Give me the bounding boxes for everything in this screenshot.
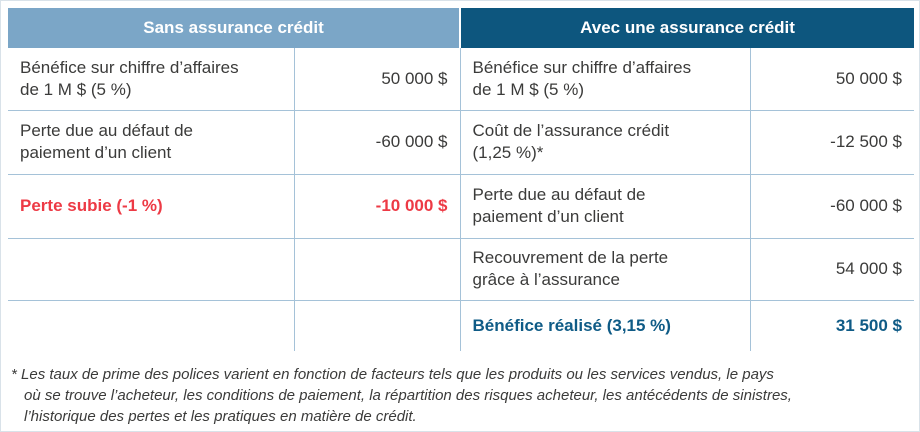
row-label: Perte due au défaut de paiement d’un cli…: [460, 173, 751, 238]
column-header-sans-assurance: Sans assurance crédit: [8, 8, 462, 48]
footnote: * Les taux de prime des polices varient …: [11, 364, 910, 427]
row-value: -12 500 $: [750, 109, 915, 174]
row-value-gain: 31 500 $: [750, 299, 915, 351]
row-label: Perte due au défaut de paiement d’un cli…: [8, 109, 295, 174]
row-label-loss: Perte subie (-1 %): [8, 173, 295, 238]
row-label: Coût de l’assurance crédit (1,25 %)*: [460, 109, 751, 174]
footnote-line: * Les taux de prime des polices varient …: [11, 366, 774, 383]
row-value: 50 000 $: [294, 48, 461, 110]
column-header-avec-assurance: Avec une assurance crédit: [460, 8, 915, 48]
row-label: Bénéfice sur chiffre d’affaires de 1 M $…: [8, 48, 295, 110]
row-label-gain: Bénéfice réalisé (3,15 %): [460, 299, 751, 351]
row-label-empty: [8, 299, 295, 351]
footnote-line: l’historique des pertes et les pratiques…: [24, 408, 417, 425]
row-value-empty: [294, 237, 461, 300]
row-label: Bénéfice sur chiffre d’affaires de 1 M $…: [460, 48, 751, 110]
footnote-line: où se trouve l’acheteur, les conditions …: [24, 387, 792, 404]
row-value: -60 000 $: [294, 109, 461, 174]
row-label-empty: [8, 237, 295, 300]
row-value: 50 000 $: [835, 68, 903, 88]
credit-insurance-comparison-table: Sans assurance crédit Avec une assurance…: [8, 8, 915, 351]
row-value: -60 000 $: [750, 173, 915, 238]
row-value-loss: -10 000 $: [294, 173, 461, 238]
row-value: 54 000 $: [750, 237, 915, 300]
row-value-empty: [294, 299, 461, 351]
row-label: Recouvrement de la perte grâce à l’assur…: [460, 237, 751, 300]
